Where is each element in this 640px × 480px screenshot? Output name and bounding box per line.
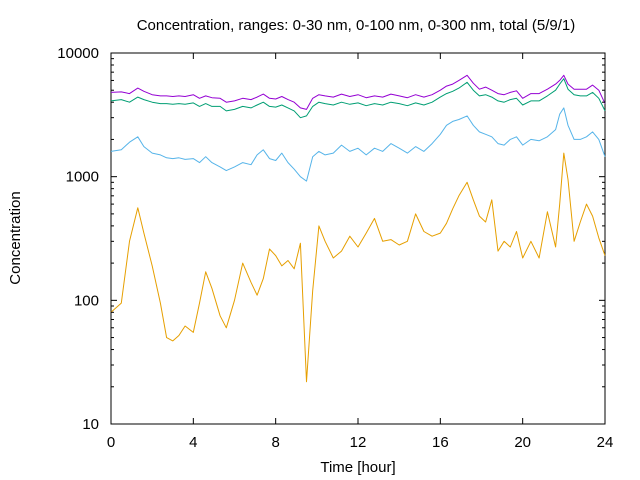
y-tick-label: 10 [82, 416, 99, 433]
x-tick-label: 8 [271, 434, 279, 451]
y-axis-label: Concentration [7, 191, 24, 284]
x-tick-label: 20 [514, 434, 531, 451]
chart-title: Concentration, ranges: 0-30 nm, 0-100 nm… [137, 17, 576, 34]
y-tick-label: 100 [74, 292, 99, 309]
series-line-3 [110, 78, 606, 119]
y-axis: 10 100 1000 10000 [57, 45, 605, 433]
x-tick-label: 0 [107, 434, 115, 451]
y-tick-label: 1000 [66, 169, 99, 186]
x-axis-label: Time [hour] [320, 459, 395, 476]
plot-area [110, 52, 606, 425]
series-line-1 [110, 152, 606, 383]
x-tick-label: 16 [432, 434, 449, 451]
x-tick-label: 4 [189, 434, 197, 451]
x-axis: 0 4 8 12 16 20 24 [107, 53, 614, 451]
series-line-2 [110, 107, 606, 182]
x-tick-label: 24 [597, 434, 614, 451]
series-layer [110, 74, 606, 383]
series-line-4 [110, 74, 606, 110]
plot-frame [110, 52, 606, 425]
x-tick-label: 12 [350, 434, 367, 451]
y-tick-label: 10000 [57, 45, 99, 62]
